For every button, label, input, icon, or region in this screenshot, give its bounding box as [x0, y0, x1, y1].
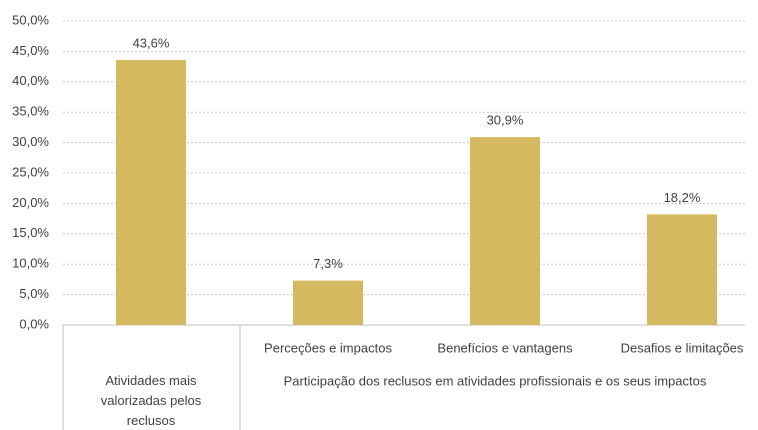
y-tick-label: 20,0%	[12, 195, 49, 210]
y-tick-label: 35,0%	[12, 104, 49, 119]
x-tick-label: Desafios e limitações	[621, 340, 744, 355]
x-tick-label: Atividades mais valorizadas pelos reclusos	[101, 373, 202, 428]
data-label: 7,3%	[313, 256, 343, 271]
bar	[293, 280, 363, 325]
bar	[647, 214, 717, 325]
y-tick-label: 15,0%	[12, 225, 49, 240]
y-tick-label: 45,0%	[12, 43, 49, 58]
y-tick-label: 0,0%	[19, 316, 49, 331]
x-tick-label: Perceções e impactos	[264, 340, 392, 355]
x-tick-label: Benefícios e vantagens	[437, 340, 573, 355]
y-tick-label: 40,0%	[12, 73, 49, 88]
y-tick-label: 5,0%	[19, 286, 49, 301]
bar	[116, 59, 186, 326]
y-tick-label: 25,0%	[12, 164, 49, 179]
data-label: 43,6%	[133, 35, 170, 50]
group-label: Participação dos reclusos em atividades …	[284, 373, 707, 388]
y-tick-label: 30,0%	[12, 134, 49, 149]
y-tick-label: 10,0%	[12, 256, 49, 271]
data-label: 18,2%	[664, 190, 701, 205]
bar	[470, 137, 540, 325]
y-tick-label: 50,0%	[12, 12, 49, 27]
data-label: 30,9%	[487, 113, 524, 128]
